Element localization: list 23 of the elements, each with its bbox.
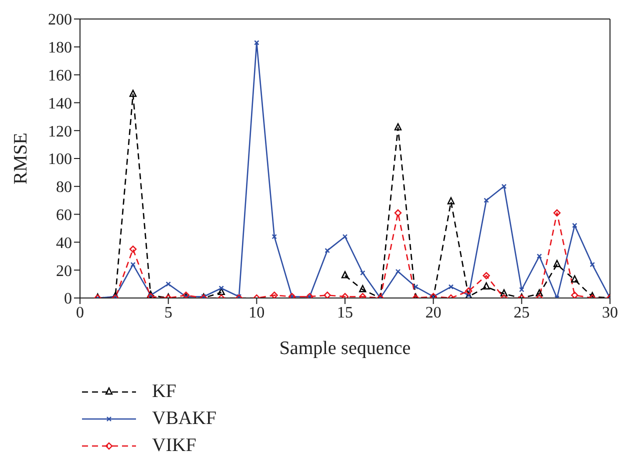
x-tick-label: 30 xyxy=(602,304,618,322)
y-tick-label: 20 xyxy=(56,262,72,280)
y-tick-label: 200 xyxy=(48,12,72,29)
y-tick-label: 100 xyxy=(48,151,72,168)
y-tick-label: 80 xyxy=(56,179,72,196)
y-tick-label: 180 xyxy=(48,40,72,57)
y-tick-label: 60 xyxy=(56,206,72,224)
y-tick-label: 0 xyxy=(64,290,72,308)
y-tick-label: 120 xyxy=(48,123,72,140)
x-tick-label: 0 xyxy=(76,304,84,322)
legend-label: VIKF xyxy=(152,434,196,456)
x-axis-title: Sample sequence xyxy=(279,338,411,359)
y-axis-title: RMSE xyxy=(10,132,32,184)
x-tick-label: 5 xyxy=(164,304,172,322)
legend-label: VBAKF xyxy=(152,408,216,430)
y-tick-label: 40 xyxy=(56,234,72,252)
x-tick-label: 25 xyxy=(514,304,530,322)
y-tick-label: 160 xyxy=(48,67,72,84)
x-tick-label: 15 xyxy=(337,304,353,322)
x-tick-label: 10 xyxy=(248,304,265,322)
legend-label: KF xyxy=(152,380,176,402)
x-tick-label: 20 xyxy=(425,304,442,322)
y-tick-label: 140 xyxy=(48,95,72,112)
